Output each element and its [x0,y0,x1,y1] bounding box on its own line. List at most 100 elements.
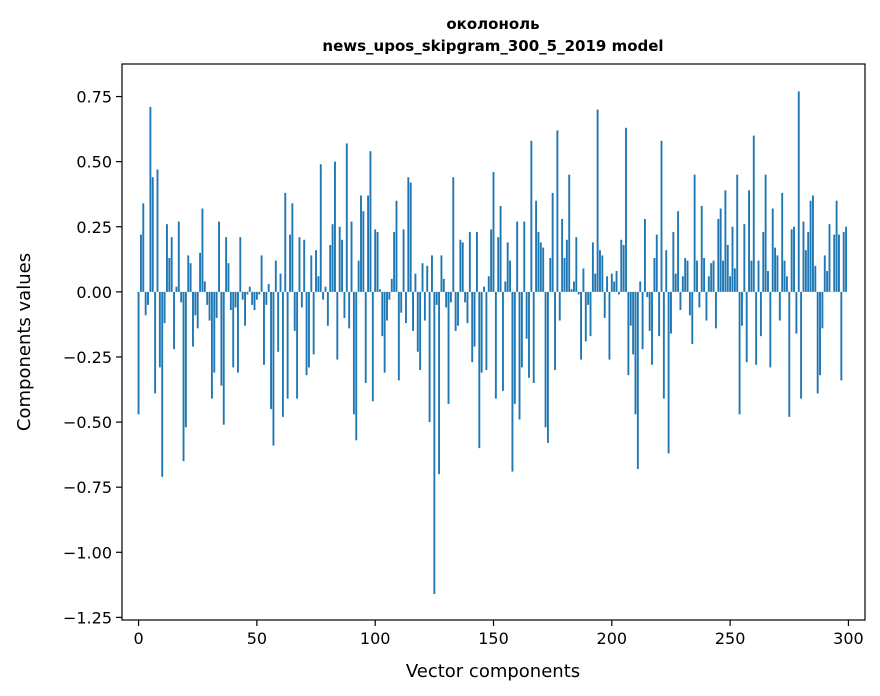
bar [255,291,258,300]
bar [369,151,372,292]
bar [516,221,519,292]
bar [281,291,284,417]
bar [513,291,516,404]
bar [804,250,807,292]
bar [712,260,715,292]
bar [610,273,613,292]
bar [530,140,533,292]
bar [206,291,209,305]
bar [270,291,273,410]
bar [594,273,597,292]
bar [707,276,710,292]
bar [291,203,294,292]
bar [802,221,805,292]
bar [757,260,760,292]
x-tick-label: 200 [597,629,628,648]
x-axis-ticks: 0 50 100 150 200 250 300 [133,620,864,648]
bar [199,252,202,292]
y-tick-label: 0.00 [76,283,112,302]
bar [374,229,377,292]
bar [554,291,556,370]
bar [381,291,384,337]
bar [696,260,698,292]
bar [177,221,180,292]
bar [504,281,507,292]
bar [729,276,732,292]
bar [258,291,261,295]
bar [180,291,183,303]
bar [371,291,374,402]
bar [414,273,417,292]
bar [487,276,490,292]
bar [821,291,824,329]
bar [838,234,840,292]
bar [317,276,320,292]
bar [435,291,438,305]
bar [693,174,696,292]
bar [738,291,741,415]
bar [660,140,663,292]
bar [423,291,426,321]
bar [686,260,689,292]
bar [634,291,637,415]
y-tick-label: −1.00 [63,543,112,562]
bar [539,242,542,292]
bar [755,291,758,365]
bar [161,291,164,477]
x-tick-label: 150 [478,629,509,648]
bar [812,195,814,292]
bar [546,291,549,443]
bar [582,268,585,292]
bar [142,203,145,292]
bar [774,247,777,292]
bar [175,286,178,292]
bar [528,291,530,378]
bar [208,291,211,321]
bar [395,200,398,292]
bar [428,291,431,423]
bar [322,291,325,300]
bar [580,291,582,360]
bar [672,231,675,292]
bar [433,291,436,594]
bar [173,291,175,350]
bar [189,263,192,292]
x-tick-label: 100 [360,629,391,648]
bar [800,291,803,399]
y-axis-label: Components values [14,253,35,431]
bar [518,291,521,420]
y-tick-label: −0.75 [63,478,112,497]
bar [520,291,523,368]
bar [731,226,734,292]
bar [293,291,296,331]
bar [814,265,817,292]
bar [144,291,147,316]
bar [139,234,142,292]
bar [475,231,478,292]
bar [449,291,452,303]
bar [845,226,848,292]
bar [154,291,157,394]
bar [563,258,566,292]
bar [502,291,504,391]
bar [222,291,225,425]
bar [158,291,161,368]
bar [393,231,396,292]
bar [726,244,729,292]
bar [759,291,762,337]
bar [310,255,313,292]
y-tick-label: 0.75 [76,88,112,107]
bar [551,192,554,292]
bar [577,291,580,295]
bar [300,291,303,308]
bar [741,291,743,326]
bar [492,172,495,292]
x-tick-label: 50 [247,629,267,648]
y-tick-label: −0.25 [63,348,112,367]
bar [714,291,717,329]
bar [473,291,476,347]
bar [274,260,277,292]
bar [265,291,268,305]
bar [511,291,514,472]
y-tick-label: 0.25 [76,218,112,237]
